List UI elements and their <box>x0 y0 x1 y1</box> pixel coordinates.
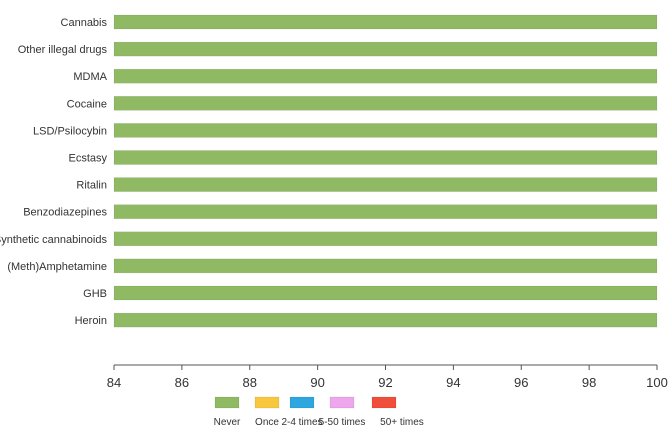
category-label-lsd-psilocybin: LSD/Psilocybin <box>33 125 107 137</box>
bar-cocaine-never <box>113 96 658 111</box>
legend-swatch-5-50-times <box>329 396 355 409</box>
bar-ghb-never <box>113 285 658 301</box>
x-tick-label-94: 94 <box>446 375 460 390</box>
legend-label-50-times: 50+ times <box>380 417 424 428</box>
x-tick-label-96: 96 <box>514 375 528 390</box>
x-axis: 84 86 88 90 92 94 96 98 100 <box>107 364 668 390</box>
x-tick-label-98: 98 <box>582 375 596 390</box>
bar-meth-amphetamine-never <box>113 258 658 274</box>
bars-layer <box>113 14 658 328</box>
bar-lsd-psilocybin-never <box>113 123 658 138</box>
legend-swatch-never <box>214 396 240 409</box>
legend-swatch-50-times <box>371 396 397 409</box>
x-tick-label-90: 90 <box>310 375 324 390</box>
category-label-cannabis: Cannabis <box>61 17 108 29</box>
category-label-ritalin: Ritalin <box>76 180 107 192</box>
bar-heroin-never <box>113 312 658 328</box>
category-labels: Cannabis Other illegal drugs MDMA Cocaine LS… <box>0 17 108 327</box>
category-label-cocaine: Cocaine <box>67 98 107 110</box>
legend-label-5-50-times: 5-50 times <box>319 417 366 428</box>
bar-other-illegal-drugs-never <box>113 41 658 57</box>
category-label-mdma: MDMA <box>73 71 107 83</box>
legend-swatch-once <box>254 396 280 409</box>
category-label-ghb: GHB <box>83 288 107 300</box>
x-tick-label-88: 88 <box>243 375 257 390</box>
bar-benzodiazepines-never <box>113 204 658 219</box>
bar-cannabis-never <box>113 14 658 30</box>
category-label-other-illegal-drugs: Other illegal drugs <box>18 44 108 56</box>
category-label-synthetic-cannabinoids: Synthetic cannabinoids <box>0 234 107 246</box>
category-label-benzodiazepines: Benzodiazepines <box>23 207 107 219</box>
category-label-ecstasy: Ecstasy <box>68 153 107 165</box>
category-label-heroin: Heroin <box>75 315 107 327</box>
bar-ecstasy-never <box>113 150 658 165</box>
x-tick-label-84: 84 <box>107 375 121 390</box>
bar-synthetic-cannabinoids-never <box>113 231 658 247</box>
legend-swatch-2-4-times <box>289 396 315 409</box>
x-tick-label-92: 92 <box>378 375 392 390</box>
category-label-meth-amphetamine: (Meth)Amphetamine <box>7 261 107 273</box>
bar-mdma-never <box>113 68 658 84</box>
x-tick-label-100: 100 <box>646 375 668 390</box>
bar-ritalin-never <box>113 177 658 192</box>
x-tick-label-86: 86 <box>175 375 189 390</box>
legend-label-never: Never <box>214 417 241 428</box>
legend-label-2-4-times: 2-4 times <box>281 417 322 428</box>
legend-label-once: Once <box>255 417 279 428</box>
